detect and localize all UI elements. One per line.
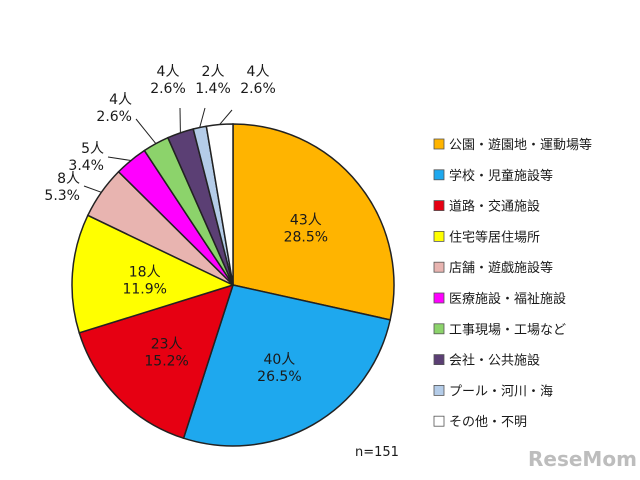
pie-slice-4	[71, 214, 236, 334]
pie-slices	[71, 123, 395, 447]
legend-label-10: その他・不明	[449, 415, 527, 430]
slice-percent-label: 2.6%	[240, 81, 276, 97]
slice-count-label: 5人	[81, 141, 104, 157]
slice-count-label: 2人	[202, 64, 225, 80]
leader-line-7	[135, 118, 157, 145]
slice-percent-label: 26.5%	[257, 369, 301, 385]
slice-percent-label: 11.9%	[122, 282, 166, 298]
slice-count-label: 4人	[157, 64, 180, 80]
slice-count-label: 23人	[151, 337, 183, 353]
slice-label-3: 23人 15.2%	[144, 337, 188, 370]
leader-line-5	[83, 185, 102, 193]
slice-percent-label: 5.3%	[44, 188, 80, 204]
slice-label-10: 4人 2.6%	[240, 64, 276, 97]
slice-count-label: 18人	[129, 265, 161, 281]
leader-line-10	[219, 109, 233, 125]
legend-label-6: 医療施設・福祉施設	[449, 291, 566, 307]
leader-line-9	[199, 107, 206, 128]
legend-swatch-7	[433, 323, 445, 335]
legend-label-2: 学校・児童施設等	[449, 168, 553, 184]
legend-swatch-9	[433, 384, 445, 396]
leader-line-6	[107, 156, 131, 161]
slice-label-9: 2人 1.4%	[195, 64, 231, 97]
slice-count-label: 4人	[109, 92, 132, 108]
slice-label-2: 40人 26.5%	[257, 352, 301, 385]
slice-percent-label: 2.6%	[96, 109, 132, 125]
legend-label-5: 店舗・遊戯施設等	[449, 260, 553, 276]
slice-label-7: 4人 2.6%	[96, 92, 132, 125]
slice-label-5: 8人 5.3%	[44, 171, 80, 204]
legend-swatch-6	[433, 292, 445, 304]
slice-count-label: 43人	[290, 213, 322, 229]
slice-percent-label: 3.4%	[68, 158, 104, 174]
slice-label-4: 18人 11.9%	[122, 265, 166, 298]
legend-label-7: 工事現場・工場など	[449, 323, 566, 338]
slice-percent-label: 28.5%	[284, 230, 328, 246]
legend-label-3: 道路・交通施設	[449, 199, 540, 215]
slice-percent-label: 1.4%	[195, 81, 231, 97]
legend-swatch-3	[433, 200, 445, 212]
legend-swatch-10	[433, 415, 445, 427]
legend-swatch-5	[433, 261, 445, 273]
slice-count-label: 8人	[57, 171, 80, 187]
slice-labels: 43人 28.5%40人 26.5%23人 15.2%18人 11.9%8人 5.3%5人…	[44, 64, 328, 385]
legend-swatch-1	[433, 138, 445, 150]
pie-slice-3	[78, 283, 235, 440]
legend-label-1: 公園・遊園地・運動場等	[449, 137, 592, 153]
leader-lines	[83, 107, 233, 193]
slice-percent-label: 2.6%	[150, 81, 186, 97]
legend-swatch-2	[433, 169, 445, 181]
watermark-logo: ReseMom	[528, 447, 637, 471]
legend-label-8: 会社・公共施設	[449, 353, 540, 369]
slice-label-8: 4人 2.6%	[150, 64, 186, 97]
pie-slice-2	[182, 284, 392, 447]
slice-label-1: 43人 28.5%	[284, 213, 328, 246]
sample-size-label: n=151	[355, 445, 399, 460]
legend-label-9: プール・河川・海	[449, 384, 553, 399]
slice-percent-label: 15.2%	[144, 354, 188, 370]
slice-count-label: 40人	[263, 352, 295, 368]
legend-label-4: 住宅等居住場所	[449, 229, 540, 245]
pie-slice-1	[232, 123, 395, 321]
legend-swatch-4	[433, 230, 445, 242]
slice-label-6: 5人 3.4%	[68, 141, 104, 174]
slice-count-label: 4人	[247, 64, 270, 80]
legend: 公園・遊園地・運動場等学校・児童施設等道路・交通施設住宅等居住場所店舗・遊戯施設…	[433, 137, 592, 430]
legend-swatch-8	[433, 354, 445, 366]
